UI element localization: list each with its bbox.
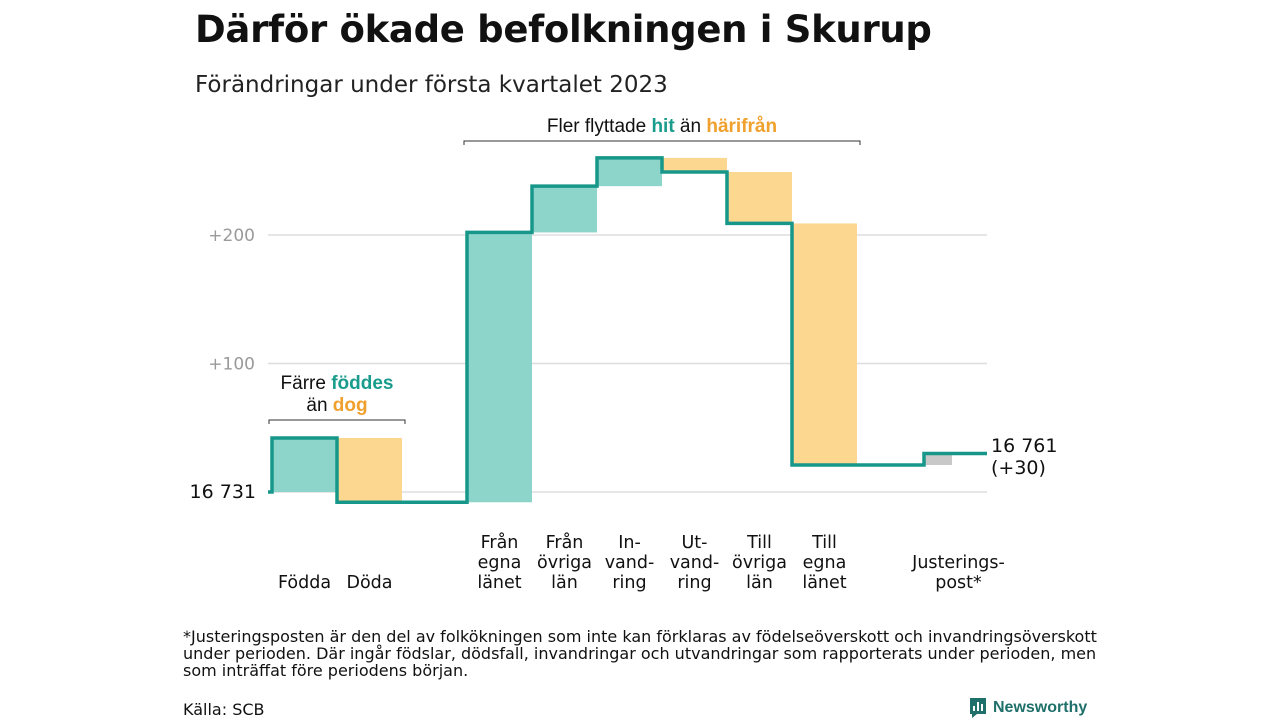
brand-name: Newsworthy [993,699,1088,716]
y-tick-label: +100 [208,355,255,375]
end-value-label: (+30) [991,457,1046,479]
category-label: egna [478,553,522,573]
bar-out [727,172,792,224]
end-value-label: 16 761 [991,435,1057,457]
category-label: vand- [605,553,655,573]
y-tick-label: +200 [208,226,255,246]
category-label: länet [477,573,521,593]
annotation-segment: än [306,395,332,416]
category-label: egna [803,553,847,573]
category-label: länet [802,573,846,593]
annotation-segment: föddes [331,373,393,394]
annotation-bracket [268,419,406,424]
bar-out [792,223,857,466]
bar-layer [272,157,952,503]
category-label: övriga [732,553,787,573]
start-value-label: 16 731 [190,481,256,503]
category-label: Till [746,533,772,553]
page-subtitle: Förändringar under första kvartalet 2023 [195,72,668,98]
source-note: Källa: SCB [183,700,265,719]
annotation-text: Färre föddes [281,373,394,394]
annotation-segment: dog [333,395,368,416]
category-label: Justerings- [911,553,1005,573]
category-label: Födda [278,573,331,593]
category-label: län [551,573,578,593]
bar-in [467,232,532,503]
category-label: ring [677,573,711,593]
bar-chart-icon [970,698,986,718]
bar-out [662,157,727,173]
page-title: Därför ökade befolkningen i Skurup [195,8,932,51]
category-label: Döda [346,573,392,593]
bar-out [337,438,402,503]
category-label: Från [546,532,584,553]
annotation-segment: härifrån [706,116,777,137]
category-label: Till [811,533,837,553]
category-label: övriga [537,553,592,573]
annotation-text: Fler flyttade hit än härifrån [547,116,777,137]
category-label: post* [935,573,982,593]
bar-in [532,186,597,233]
annotation-text: än dog [306,395,367,416]
category-label: Från [481,532,519,553]
category-label: vand- [670,553,720,573]
newsworthy-logo: Newsworthy [968,697,1087,719]
category-label: län [746,573,773,593]
bar-in [272,438,337,492]
category-label: Ut- [682,533,708,553]
footnote: *Justeringsposten är den del av folkökni… [183,627,1097,680]
annotation-segment: hit [651,116,675,137]
category-label: ring [612,573,646,593]
bar-in [597,157,662,187]
category-label: In- [618,533,641,553]
annotation-segment: än [675,116,707,137]
annotation-bracket [463,140,861,145]
running-total-line [268,156,987,505]
annotation-segment: Färre [281,373,332,394]
bar-adjust [924,453,952,466]
annotation-segment: Fler flyttade [547,116,652,137]
